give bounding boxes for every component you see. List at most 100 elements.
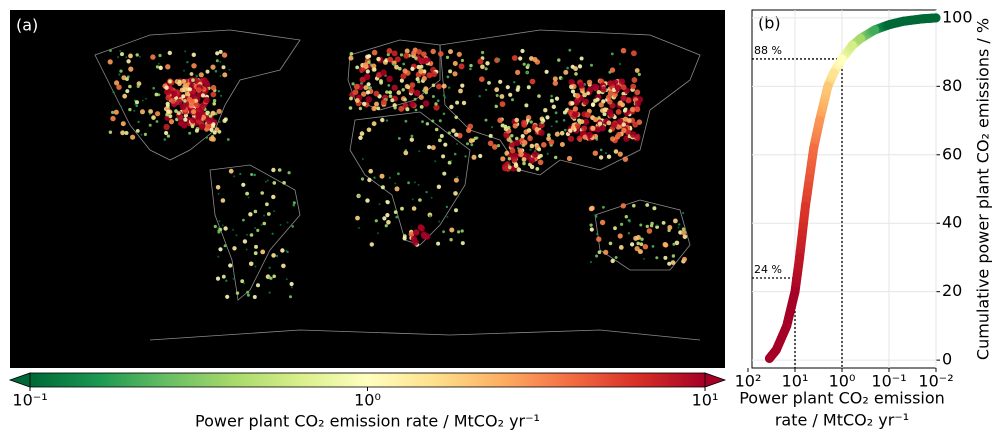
map-dot	[445, 55, 450, 60]
colorbar-label: Power plant CO₂ emission rate / MtCO₂ yr…	[195, 412, 540, 431]
map-dot	[367, 177, 372, 183]
map-dot	[201, 93, 205, 98]
map-dot	[418, 68, 424, 74]
map-dot	[211, 122, 216, 127]
y-tick-label: 40	[942, 213, 962, 232]
map-dot	[268, 266, 271, 269]
panel-label: (a)	[16, 16, 38, 35]
map-dot	[400, 73, 407, 80]
map-dot	[418, 150, 421, 153]
map-dot	[275, 254, 279, 258]
map-dot	[292, 201, 296, 205]
map-dot	[203, 96, 210, 104]
map-dot	[365, 90, 370, 95]
map-dot	[368, 86, 372, 90]
map-dot	[360, 177, 365, 181]
map-dot	[367, 60, 371, 64]
map-dot	[265, 202, 269, 207]
map-dot	[576, 135, 583, 142]
map-dot	[602, 112, 607, 117]
map-dot	[206, 110, 210, 115]
map-dot	[218, 121, 221, 123]
map-dot	[614, 256, 618, 259]
map-dot	[148, 123, 152, 127]
map-dot	[500, 156, 506, 162]
map-dot	[205, 69, 210, 74]
map-dot	[217, 227, 220, 229]
map-dot	[245, 248, 248, 251]
map-dot	[418, 57, 425, 64]
map-dot	[434, 127, 439, 132]
map-dot	[393, 106, 397, 110]
map-dot	[457, 195, 460, 198]
map-dot	[413, 97, 417, 101]
map-dot	[210, 84, 217, 91]
map-dot	[138, 55, 141, 58]
map-dot	[602, 107, 608, 112]
map-dot	[286, 250, 289, 254]
map-dot	[456, 142, 458, 145]
map-dot	[268, 291, 271, 294]
map-dot	[216, 108, 222, 114]
map-dot	[427, 145, 432, 150]
map-dot	[508, 141, 516, 148]
map-dot	[639, 242, 644, 246]
map-dot	[151, 115, 156, 120]
map-dot	[573, 66, 578, 72]
map-dot	[562, 119, 566, 122]
y-tick-label: 0	[942, 350, 952, 369]
map-dot	[411, 206, 417, 211]
map-dot	[357, 194, 361, 198]
map-dot	[499, 94, 505, 99]
map-dot	[144, 97, 147, 100]
map-dot	[570, 101, 575, 106]
map-dot	[537, 94, 541, 98]
map-dot	[543, 108, 548, 113]
map-dot	[399, 78, 404, 83]
colorbar	[29, 372, 706, 388]
map-dot	[174, 109, 178, 113]
map-dot	[225, 279, 228, 282]
map-dot	[143, 132, 147, 136]
map-dot	[219, 75, 222, 77]
map-dot	[421, 120, 424, 123]
map-dot	[512, 123, 518, 129]
map-dot	[524, 103, 529, 108]
map-dot	[603, 249, 609, 255]
map-dot	[388, 94, 393, 98]
map-dot	[592, 150, 598, 156]
map-dot	[418, 94, 424, 100]
x-tick-label: 10¹	[782, 372, 809, 391]
map-dot	[403, 52, 410, 59]
curve-point	[931, 13, 941, 23]
map-dot	[527, 135, 533, 142]
map-dot	[499, 101, 506, 107]
map-dot	[256, 283, 260, 288]
map-dot	[405, 107, 410, 112]
map-dot	[140, 109, 145, 115]
map-dot	[579, 119, 585, 125]
map-dot	[526, 63, 530, 67]
map-dot	[366, 82, 371, 87]
annotation: 88 %	[754, 44, 782, 57]
map-dot	[386, 220, 391, 225]
map-dot	[380, 69, 387, 76]
map-dot	[355, 65, 360, 70]
map-dot	[551, 104, 556, 110]
map-dot	[108, 130, 113, 134]
map-dot	[508, 165, 512, 169]
map-dot	[215, 276, 221, 281]
map-dot	[496, 144, 501, 148]
map-dot	[187, 87, 192, 92]
map-dot	[212, 99, 217, 103]
map-dot	[619, 62, 622, 66]
map-dot	[620, 47, 627, 54]
map-dot	[550, 94, 553, 98]
map-dot	[642, 244, 649, 250]
map-dot	[117, 56, 119, 59]
map-dot	[424, 90, 428, 95]
map-dot	[442, 112, 446, 116]
map-dot	[461, 100, 467, 106]
map-dot	[148, 113, 151, 116]
